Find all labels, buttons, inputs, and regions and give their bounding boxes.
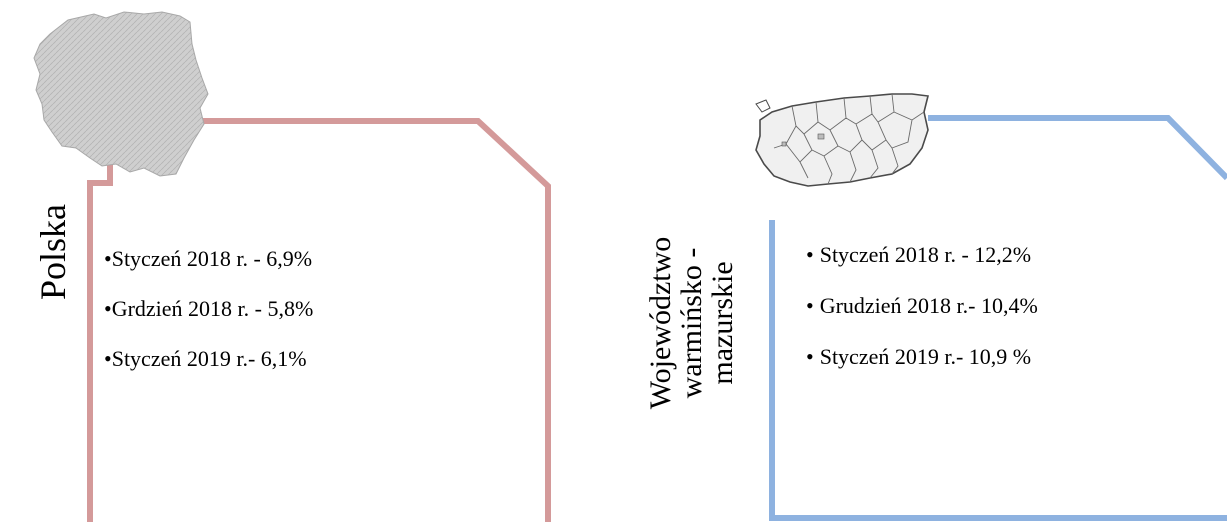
list-item: •Styczeń 2018 r. - 6,9% [104, 246, 313, 272]
bullet-icon: • [104, 246, 112, 271]
poland-item-text: Grdzień 2018 r. - 5,8% [111, 296, 314, 321]
region-title-line: mazurskie [705, 261, 739, 385]
list-item: • Styczeń 2018 r. - 12,2% [806, 242, 1038, 268]
bullet-icon: • [806, 344, 814, 369]
poland-item-text: Styczeń 2019 r.- 6,1% [111, 346, 307, 371]
warmia-mazury-map-icon [755, 93, 929, 187]
region-panel-frame [769, 220, 1227, 521]
region-title-line: warmińsko - [674, 247, 708, 399]
region-title: Województwo warmińsko - mazurskie [640, 198, 742, 448]
region-item-list: • Styczeń 2018 r. - 12,2% • Grudzień 2018 … [806, 242, 1038, 395]
region-item-text: Styczeń 2019 r.- 10,9 % [819, 344, 1032, 369]
bullet-icon: • [104, 346, 112, 371]
region-panel-frame-top [928, 115, 1227, 181]
poland-item-list: •Styczeń 2018 r. - 6,9% •Grdzień 2018 r.… [104, 246, 313, 396]
poland-map-icon [33, 11, 209, 177]
region-item-text: Styczeń 2018 r. - 12,2% [819, 242, 1032, 267]
list-item: •Styczeń 2019 r.- 6,1% [104, 346, 313, 372]
bullet-icon: • [104, 296, 112, 321]
list-item: • Styczeń 2019 r.- 10,9 % [806, 344, 1038, 370]
bullet-icon: • [806, 242, 814, 267]
poland-item-text: Styczeń 2018 r. - 6,9% [111, 246, 313, 271]
bullet-icon: • [806, 293, 814, 318]
region-item-text: Grudzień 2018 r.- 10,4% [819, 293, 1038, 318]
list-item: •Grdzień 2018 r. - 5,8% [104, 296, 313, 322]
poland-title: Polska [33, 204, 73, 301]
list-item: • Grudzień 2018 r.- 10,4% [806, 293, 1038, 319]
region-title-line: Województwo [643, 236, 677, 410]
